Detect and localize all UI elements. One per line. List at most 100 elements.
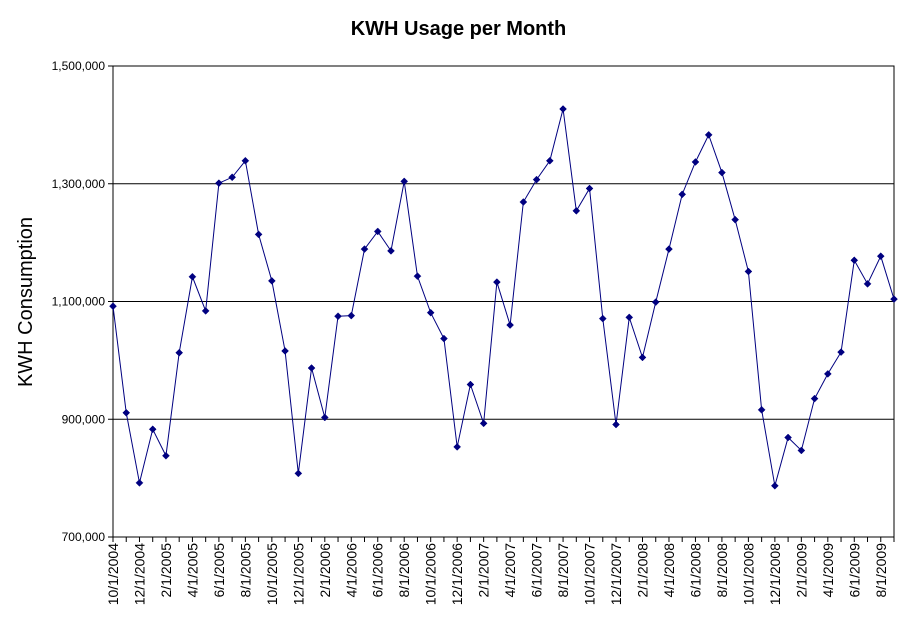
data-point [188,272,197,281]
x-tick-label: 12/1/2004 [131,543,147,605]
data-point [281,347,289,355]
data-point [784,433,792,442]
x-tick-label: 12/1/2007 [608,543,624,605]
data-point [148,425,157,434]
x-tick-label: 10/1/2005 [264,543,280,605]
x-tick-label: 2/1/2006 [317,543,333,598]
data-series [109,105,898,490]
data-point [201,307,210,315]
data-point [440,334,448,343]
data-point [347,311,356,320]
x-tick-label: 8/1/2009 [873,543,889,598]
x-tick-label: 2/1/2009 [793,543,809,598]
gridlines [113,65,894,538]
data-point [109,302,117,311]
data-point [426,308,435,317]
x-tick-label: 2/1/2008 [634,543,650,598]
y-tick-label: 1,300,000 [52,177,106,191]
x-tick-label: 4/1/2005 [184,543,200,598]
data-point [837,348,845,356]
data-point [254,230,263,239]
data-point [625,313,634,322]
data-point [665,245,673,253]
data-point [876,252,885,261]
data-point [744,267,753,276]
data-point [506,321,514,329]
x-tick-label: 6/1/2009 [846,543,862,598]
data-point [823,370,832,378]
x-tick-label: 10/1/2004 [105,543,121,605]
x-tick-label: 6/1/2008 [687,543,703,598]
data-point [413,272,422,281]
data-point [863,279,872,288]
x-tick-label: 2/1/2005 [158,543,174,598]
data-point [493,278,501,286]
series-line [112,108,895,486]
data-point [162,451,170,460]
x-tick-label: 6/1/2005 [211,543,227,598]
data-point [810,394,819,403]
data-point [691,158,700,166]
data-point [771,481,779,490]
data-point [678,190,687,199]
data-point [598,314,607,323]
x-tick-label: 6/1/2007 [529,543,545,598]
data-point [466,380,475,389]
x-tick-label: 2/1/2007 [476,543,492,598]
y-tick-label: 1,100,000 [52,295,106,309]
data-point [373,227,382,236]
axes [108,65,895,542]
data-point [704,131,713,139]
x-tick-label: 12/1/2008 [767,543,783,605]
x-tick-label: 4/1/2007 [502,543,518,598]
data-point [294,469,303,478]
y-axis-label: KWH Consumption [15,217,37,387]
data-point [718,168,726,177]
data-point [850,256,859,265]
x-tick-label: 8/1/2008 [714,543,730,598]
x-tick-label: 12/1/2005 [290,543,306,605]
data-point [320,413,329,422]
x-tick-label: 8/1/2006 [396,543,412,598]
chart-title: KWH Usage per Month [350,18,567,40]
data-point [612,420,620,429]
data-point [797,446,806,455]
data-point [890,295,898,303]
data-point [215,179,223,188]
x-tick-label: 10/1/2007 [582,543,598,605]
x-tick-label: 8/1/2005 [237,543,253,598]
x-tick-label: 6/1/2006 [370,543,386,598]
data-point [360,245,369,253]
y-tick-label: 1,500,000 [52,59,106,73]
data-point [651,298,660,306]
data-point [757,405,766,414]
x-tick-label: 12/1/2006 [449,543,465,605]
data-point [559,105,567,113]
data-point [400,177,409,186]
data-point [572,206,581,215]
data-point [585,184,594,193]
data-point [387,247,395,255]
data-point [334,312,342,321]
x-tick-label: 4/1/2009 [820,543,836,598]
x-tick-label: 10/1/2008 [740,543,756,605]
x-tick-label: 4/1/2008 [661,543,677,598]
data-point [241,156,250,165]
data-point [638,353,647,362]
data-point [545,156,554,165]
data-point [307,364,316,372]
data-point [453,443,462,451]
y-tick-labels: 700,000 900,000 1,100,000 1,300,000 1,500,00… [52,59,106,544]
data-point [731,215,740,224]
x-tick-labels: 10/1/2004 12/1/2004 2/1/2005 4/1/2005 6/1/20… [105,543,889,606]
data-point [532,175,541,184]
y-tick-label: 700,000 [62,530,106,544]
x-tick-label: 4/1/2006 [343,543,359,598]
data-point [228,173,236,182]
y-tick-label: 900,000 [62,412,106,426]
x-tick-label: 10/1/2006 [423,543,439,605]
data-point [519,198,528,206]
data-point [175,348,184,357]
data-point [122,408,131,417]
